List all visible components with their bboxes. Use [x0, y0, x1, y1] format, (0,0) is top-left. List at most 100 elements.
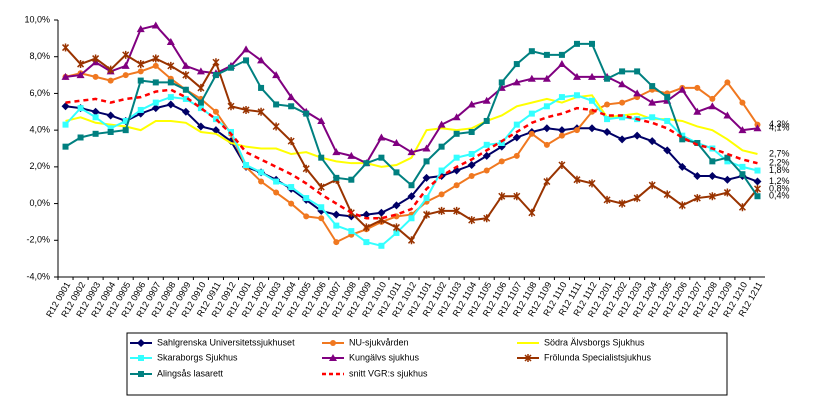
marker [257, 107, 265, 116]
marker [151, 21, 160, 29]
marker [724, 79, 731, 86]
marker [724, 158, 731, 165]
marker [377, 133, 386, 141]
marker [408, 182, 415, 189]
marker [708, 172, 717, 181]
marker [302, 164, 310, 173]
marker [739, 171, 746, 178]
marker [106, 111, 115, 120]
legend-label: snitt VGR:s sjukhus [349, 368, 428, 378]
y-tick-label: -4,0% [26, 271, 50, 281]
marker [453, 182, 460, 189]
series-line [65, 88, 758, 220]
marker [377, 208, 386, 217]
marker [738, 126, 747, 134]
marker [648, 137, 657, 146]
marker [663, 190, 671, 199]
marker [329, 354, 337, 361]
marker [739, 163, 746, 170]
marker [528, 208, 536, 217]
marker [212, 72, 219, 79]
marker [182, 71, 190, 80]
marker [363, 239, 370, 246]
marker [212, 108, 219, 115]
marker [618, 135, 627, 144]
marker [407, 192, 416, 201]
marker [257, 56, 266, 64]
marker [197, 99, 204, 106]
marker [182, 95, 189, 102]
marker [512, 78, 521, 86]
marker [753, 177, 762, 186]
marker [528, 110, 535, 117]
marker [122, 117, 129, 124]
marker [572, 72, 581, 80]
marker [558, 132, 565, 139]
marker [258, 169, 265, 176]
marker [227, 102, 235, 111]
marker [723, 111, 732, 119]
marker [77, 60, 85, 69]
legend-label: Sahlgrenska Universitetssjukhuset [157, 337, 295, 347]
marker [138, 371, 144, 377]
marker [664, 117, 671, 124]
marker [573, 175, 581, 184]
marker [452, 113, 461, 121]
end-label: 4,1% [769, 123, 790, 133]
marker [318, 204, 325, 211]
marker [347, 151, 356, 159]
marker [482, 151, 491, 160]
marker [287, 93, 296, 101]
y-tick-label: 0,0% [29, 198, 50, 208]
marker [242, 105, 250, 114]
marker [92, 130, 99, 137]
legend-label: Kungälvs sjukhus [349, 352, 420, 362]
marker [468, 151, 475, 158]
marker [603, 195, 611, 204]
marker [318, 154, 325, 161]
marker [723, 188, 731, 197]
end-label: 4,3% [769, 119, 790, 129]
marker [378, 242, 385, 249]
marker [348, 228, 355, 235]
marker [181, 107, 190, 116]
marker [393, 169, 400, 176]
marker [557, 60, 566, 68]
legend-box [126, 332, 728, 396]
marker [619, 68, 626, 75]
marker [92, 114, 99, 121]
marker [513, 121, 520, 128]
marker [107, 77, 114, 84]
marker [166, 38, 175, 46]
marker [166, 100, 175, 109]
marker [753, 124, 762, 132]
marker [649, 83, 656, 90]
marker [468, 216, 476, 225]
marker [303, 213, 310, 220]
marker [678, 201, 686, 210]
marker [258, 178, 265, 185]
marker [167, 61, 175, 70]
marker [77, 105, 84, 112]
marker [483, 167, 490, 174]
marker [288, 200, 295, 207]
marker [753, 184, 762, 193]
marker [633, 131, 642, 140]
marker [272, 122, 280, 131]
legend-label: Skaraborgs Sjukhus [157, 352, 238, 362]
marker [61, 43, 70, 52]
marker [91, 107, 100, 116]
marker [107, 65, 115, 74]
legend-label: Alingsås lasarett [157, 368, 224, 378]
y-tick-label: 6,0% [29, 88, 50, 98]
marker [122, 50, 130, 59]
marker [333, 174, 340, 181]
marker [167, 94, 174, 101]
marker [453, 130, 460, 137]
marker [498, 139, 505, 146]
end-label: 1,2% [769, 176, 790, 186]
marker [122, 72, 129, 79]
marker [196, 67, 205, 75]
end-label: 0,8% [769, 183, 790, 193]
marker [152, 99, 159, 106]
